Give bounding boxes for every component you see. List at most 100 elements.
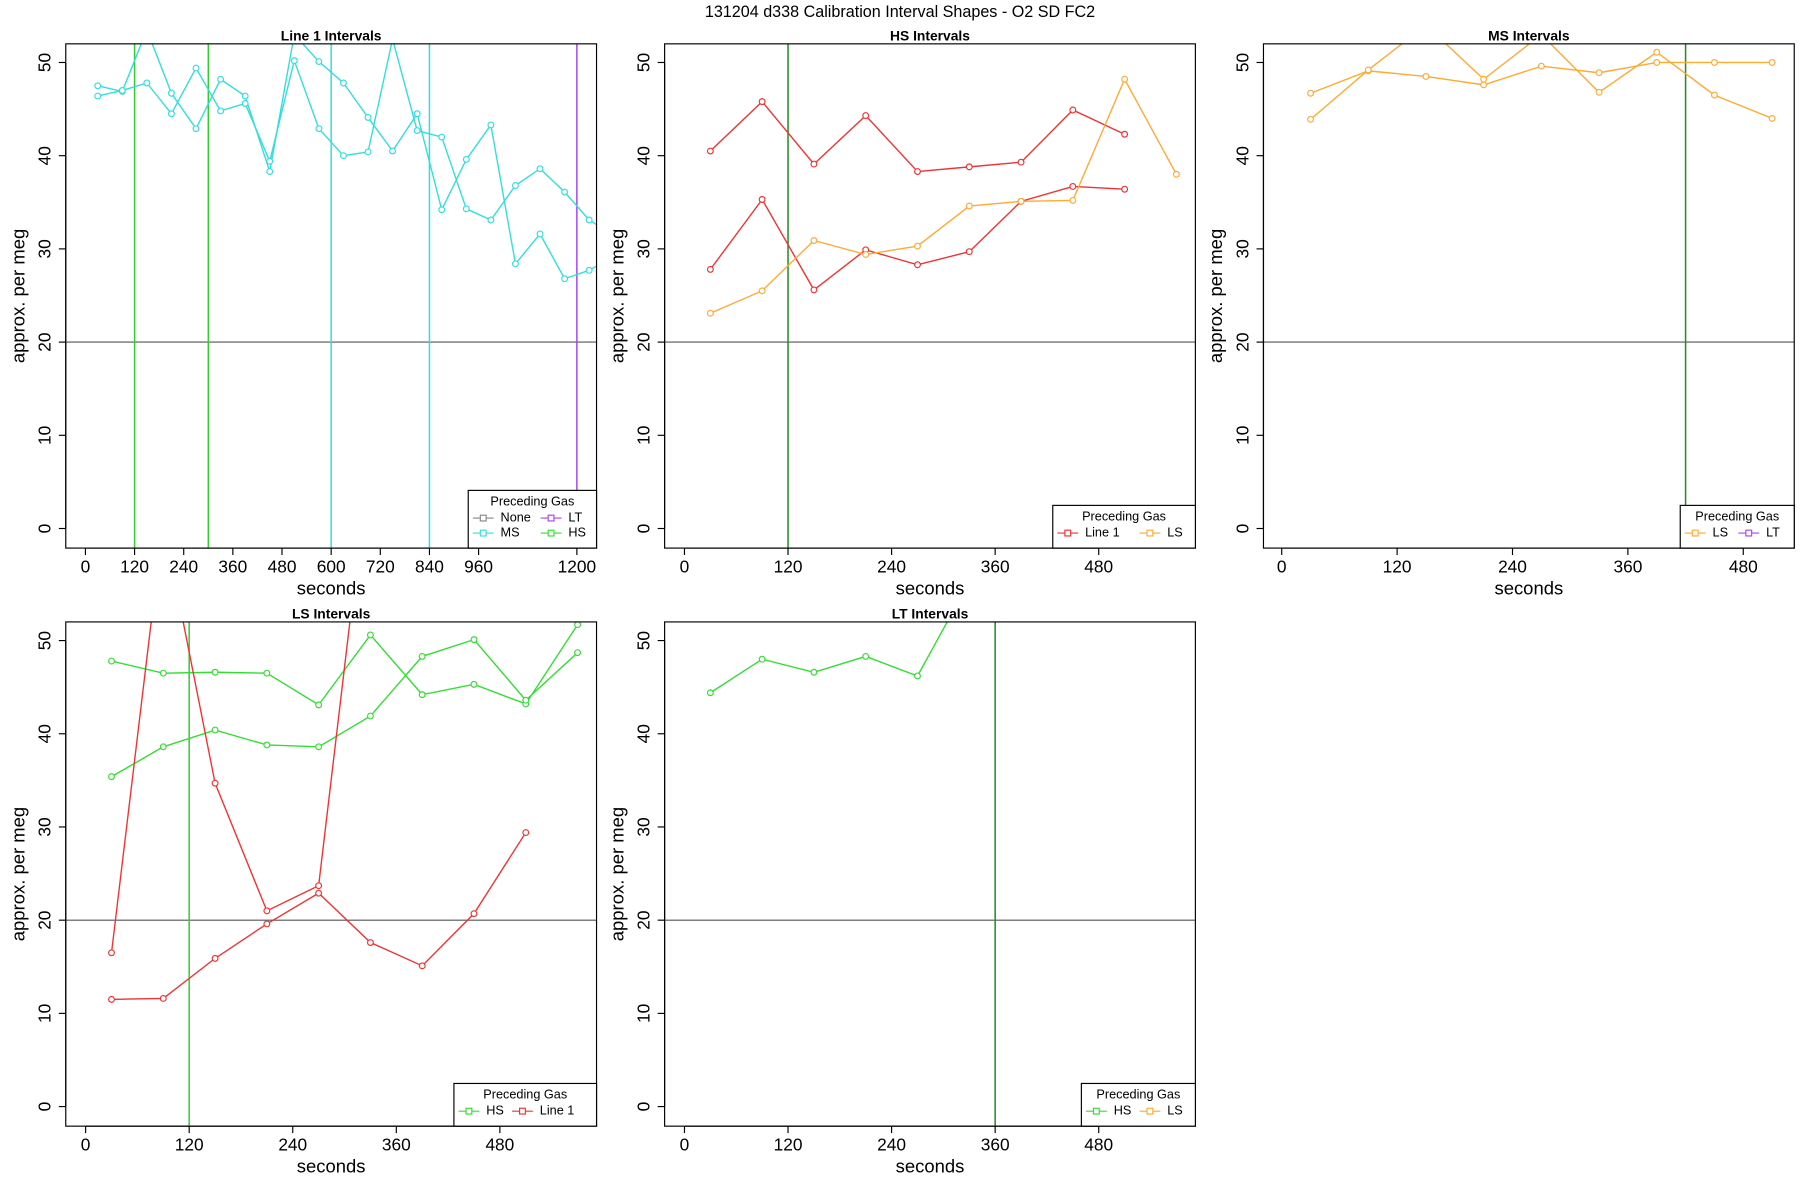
y-tick-label: 20 bbox=[1232, 332, 1252, 351]
data-point bbox=[1710, 59, 1718, 66]
panel-title: Line 1 Intervals bbox=[281, 28, 382, 44]
data-point bbox=[159, 669, 167, 677]
data-point bbox=[1307, 115, 1315, 123]
data-point bbox=[1422, 73, 1430, 80]
data-point bbox=[574, 621, 582, 629]
data-point bbox=[536, 165, 544, 173]
data-point bbox=[1307, 89, 1315, 97]
data-point bbox=[364, 114, 372, 121]
series-line bbox=[111, 638, 579, 778]
data-point bbox=[965, 248, 973, 256]
y-tick-label: 20 bbox=[634, 911, 654, 930]
data-point bbox=[1595, 88, 1603, 96]
series-line bbox=[709, 621, 949, 694]
panel: LT Intervals 0 120 240 360 480 seconds 0 10 20 30 4… bbox=[606, 606, 1196, 1177]
panel-title: MS Intervals bbox=[1488, 28, 1570, 44]
plot-area bbox=[65, 621, 597, 1127]
legend-marker bbox=[1146, 1107, 1154, 1115]
legend-label: LT bbox=[568, 510, 582, 524]
data-point bbox=[315, 125, 323, 133]
data-point bbox=[413, 110, 421, 118]
data-point bbox=[561, 275, 569, 283]
data-point bbox=[511, 182, 519, 189]
data-point bbox=[389, 147, 397, 155]
data-point bbox=[241, 92, 249, 100]
data-point bbox=[585, 266, 593, 274]
data-point bbox=[462, 205, 470, 213]
data-point bbox=[758, 287, 766, 295]
data-point bbox=[339, 152, 347, 160]
y-tick-label: 40 bbox=[634, 146, 654, 165]
x-tick-label: 240 bbox=[877, 556, 906, 576]
series-line bbox=[97, 43, 597, 226]
data-point bbox=[108, 773, 115, 781]
y-tick-label: 10 bbox=[35, 1004, 55, 1023]
legend-label: LS bbox=[1167, 1104, 1183, 1118]
data-point bbox=[511, 260, 519, 268]
data-point bbox=[167, 89, 175, 97]
figure-title: 131204 d338 Calibration Interval Shapes … bbox=[705, 3, 1095, 21]
y-tick-label: 30 bbox=[35, 239, 55, 258]
y-tick-label: 50 bbox=[35, 631, 55, 650]
data-point bbox=[1595, 69, 1603, 77]
legend-box bbox=[1052, 504, 1196, 549]
legend-label: Line 1 bbox=[540, 1104, 575, 1118]
data-point bbox=[159, 743, 167, 751]
x-tick-label: 120 bbox=[774, 1134, 803, 1154]
x-tick-label: 480 bbox=[1084, 556, 1113, 576]
y-tick-label: 50 bbox=[35, 53, 55, 72]
y-tick-label: 10 bbox=[1232, 426, 1252, 445]
data-point bbox=[914, 672, 921, 680]
data-point bbox=[965, 163, 973, 171]
x-axis-label: seconds bbox=[896, 1156, 965, 1177]
x-tick-label: 480 bbox=[485, 1134, 514, 1154]
data-point bbox=[217, 75, 225, 83]
x-tick-label: 360 bbox=[218, 556, 247, 576]
legend-marker bbox=[1691, 529, 1699, 537]
legend-label: LT bbox=[1766, 525, 1780, 539]
data-point bbox=[143, 79, 151, 87]
legend: Preceding Gas LS LT bbox=[1679, 504, 1795, 549]
y-tick-label: 10 bbox=[634, 1004, 654, 1023]
x-axis-label: seconds bbox=[896, 577, 965, 598]
y-tick-label: 20 bbox=[634, 332, 654, 351]
legend-label: Line 1 bbox=[1085, 525, 1120, 539]
data-point bbox=[1069, 106, 1077, 114]
data-point bbox=[914, 261, 921, 269]
data-point bbox=[1537, 62, 1545, 70]
legend-marker bbox=[479, 514, 487, 522]
data-point bbox=[574, 649, 582, 657]
data-point bbox=[862, 112, 870, 120]
data-point bbox=[522, 829, 530, 837]
data-point bbox=[94, 92, 102, 100]
legend-marker bbox=[1064, 529, 1072, 537]
y-axis-label: approx. per meg bbox=[1205, 229, 1226, 363]
data-point bbox=[94, 82, 102, 90]
legend-box bbox=[467, 489, 598, 549]
data-point bbox=[366, 939, 374, 947]
plot-frame bbox=[664, 43, 1196, 549]
y-tick-label: 30 bbox=[634, 239, 654, 258]
data-point bbox=[263, 907, 271, 915]
data-point bbox=[758, 98, 766, 106]
x-tick-label: 360 bbox=[981, 1134, 1010, 1154]
data-point bbox=[585, 216, 593, 224]
legend-title: Preceding Gas bbox=[1695, 509, 1779, 523]
y-tick-label: 0 bbox=[1232, 524, 1252, 534]
data-point bbox=[315, 882, 323, 890]
data-point bbox=[192, 64, 200, 72]
data-point bbox=[810, 286, 818, 294]
legend-marker bbox=[518, 1107, 526, 1115]
legend-label: MS bbox=[501, 525, 520, 539]
data-point bbox=[290, 57, 298, 65]
data-point bbox=[159, 995, 167, 1002]
y-tick-label: 0 bbox=[634, 524, 654, 534]
plot-area bbox=[1263, 43, 1795, 549]
y-tick-label: 50 bbox=[634, 53, 654, 72]
data-point bbox=[862, 652, 870, 660]
y-axis-label: approx. per meg bbox=[606, 229, 627, 363]
y-tick-label: 0 bbox=[634, 1102, 654, 1112]
data-point bbox=[1364, 66, 1372, 74]
data-point bbox=[965, 202, 973, 210]
data-point bbox=[211, 954, 219, 962]
